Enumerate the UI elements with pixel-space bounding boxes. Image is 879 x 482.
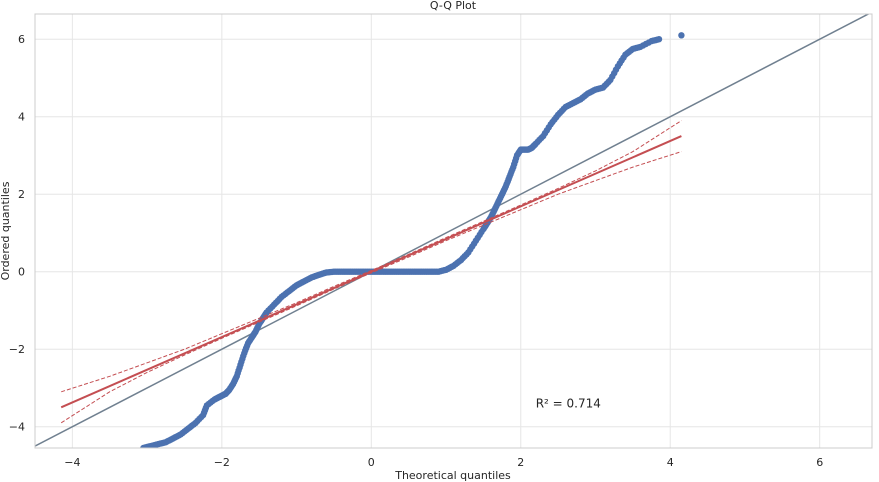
- y-tick-label: 6: [18, 33, 25, 46]
- y-tick-label: −4: [9, 421, 25, 434]
- y-tick-label: −2: [9, 343, 25, 356]
- band-upper-line: [61, 120, 682, 393]
- grid-lines: [35, 14, 872, 448]
- y-tick-label: 4: [18, 111, 25, 124]
- x-axis-label: Theoretical quantiles: [394, 469, 511, 482]
- r-squared-annotation: R² = 0.714: [536, 396, 601, 410]
- x-tick-label: 6: [816, 456, 823, 469]
- x-tick-labels: −4 −2 0 2 4 6: [64, 456, 823, 469]
- y-axis-label: Ordered quantiles: [0, 181, 12, 280]
- series-layer: [35, 14, 870, 448]
- x-tick-label: 4: [667, 456, 674, 469]
- x-tick-label: −4: [64, 456, 80, 469]
- x-tick-label: 0: [368, 456, 375, 469]
- chart-title: Q-Q Plot: [430, 0, 477, 12]
- plot-frame: [34, 13, 873, 449]
- y-tick-label: 0: [18, 266, 25, 279]
- qq-point: [678, 32, 685, 39]
- x-tick-label: −2: [214, 456, 230, 469]
- band-lower-line: [60, 151, 682, 424]
- x-tick-label: 2: [517, 456, 524, 469]
- y-tick-label: 2: [18, 188, 25, 201]
- qq-point: [655, 36, 663, 43]
- identity-line: [35, 14, 870, 447]
- fit-line: [60, 135, 682, 409]
- y-tick-labels: −4 −2 0 2 4 6: [9, 33, 25, 434]
